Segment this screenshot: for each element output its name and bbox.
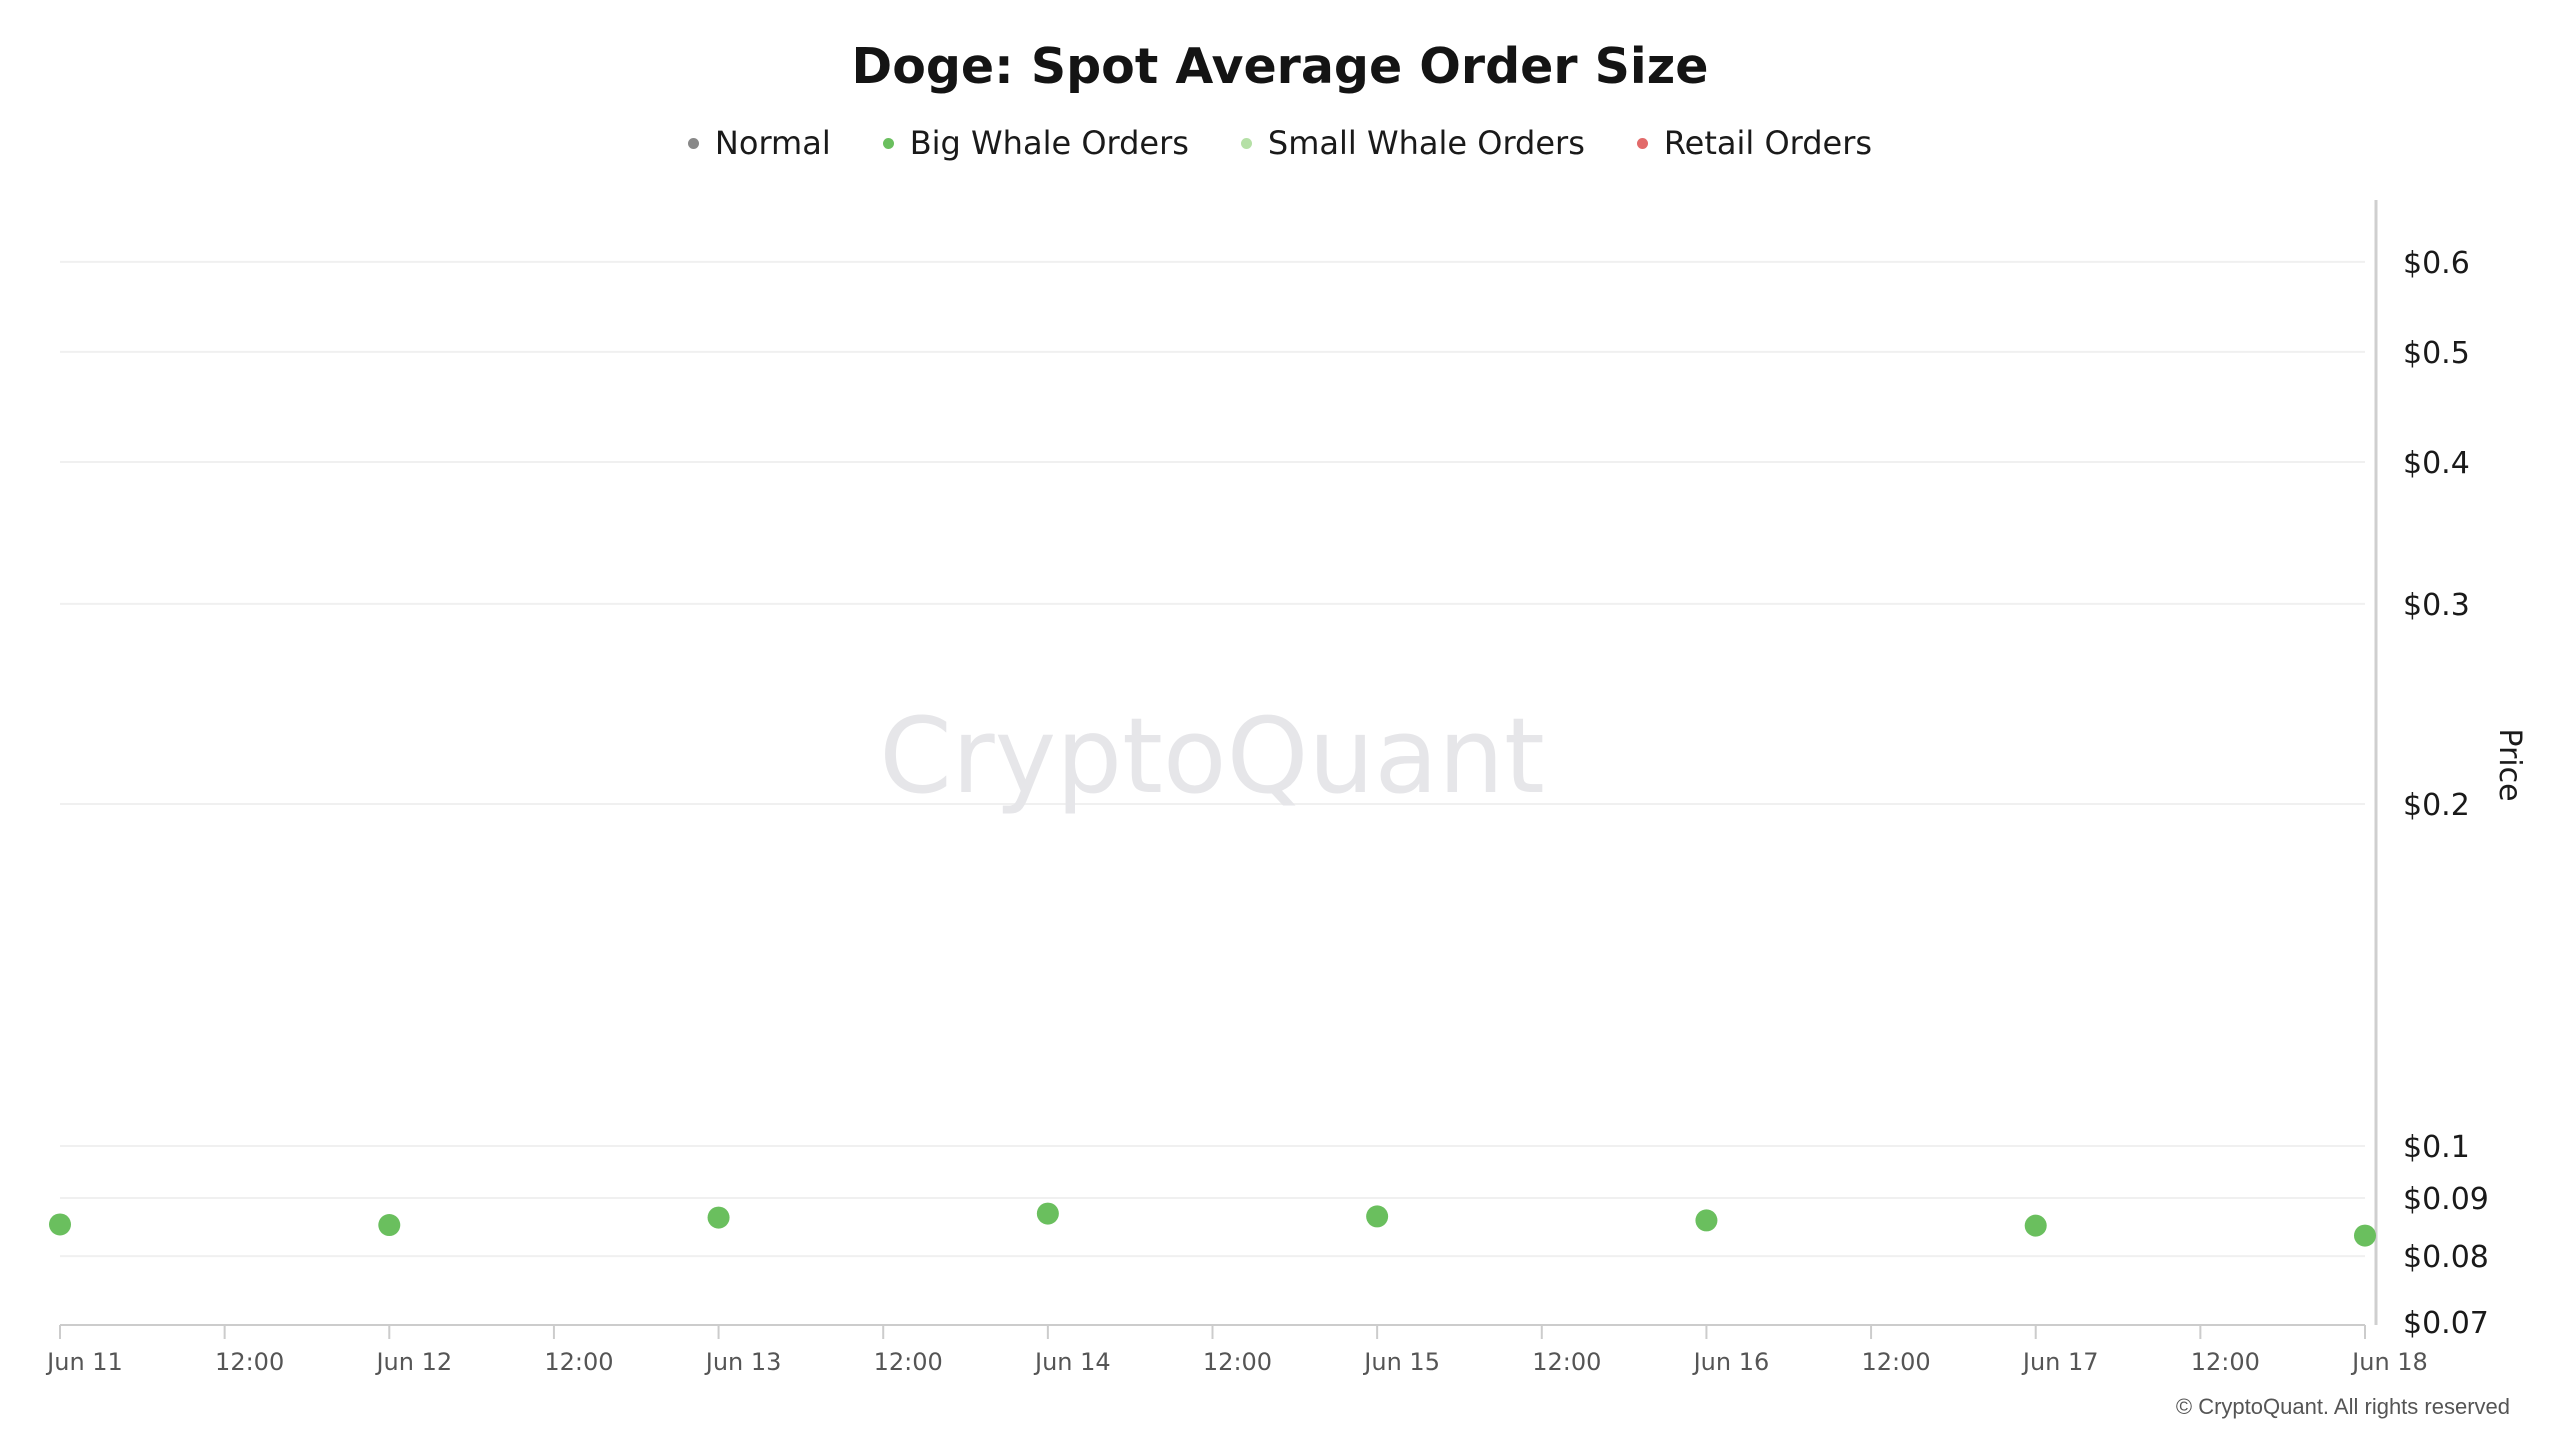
x-tick-label: Jun 14 bbox=[1033, 1348, 1111, 1376]
x-tick-label: 12:00 bbox=[544, 1348, 613, 1376]
y-tick-label: $0.08 bbox=[2403, 1240, 2489, 1275]
x-tick-label: Jun 16 bbox=[1692, 1348, 1770, 1376]
legend-dot-small-whale-orders bbox=[1240, 137, 1252, 149]
x-tick-label: 12:00 bbox=[1532, 1348, 1601, 1376]
y-tick-label: $0.2 bbox=[2403, 788, 2470, 823]
legend-item-big-whale-orders[interactable]: Big Whale Orders bbox=[882, 124, 1189, 162]
x-tick-label: 12:00 bbox=[215, 1348, 284, 1376]
legend-label-retail-orders: Retail Orders bbox=[1663, 124, 1873, 162]
legend-item-retail-orders[interactable]: Retail Orders bbox=[1636, 124, 1873, 162]
y-tick-label: $0.5 bbox=[2403, 336, 2470, 371]
x-tick-label: Jun 18 bbox=[2350, 1348, 2428, 1376]
grid-layer bbox=[60, 260, 2365, 1258]
x-tick-label: 12:00 bbox=[1203, 1348, 1272, 1376]
legend-label-big-whale-orders: Big Whale Orders bbox=[909, 124, 1189, 162]
x-tick-label: 12:00 bbox=[1861, 1348, 1930, 1376]
data-point-big-whale-orders[interactable] bbox=[2024, 1214, 2047, 1237]
y-tick-label: $0.6 bbox=[2403, 246, 2470, 281]
data-point-big-whale-orders[interactable] bbox=[2354, 1224, 2376, 1247]
y-tick-label: $0.4 bbox=[2403, 446, 2470, 481]
y-tick-label: $0.1 bbox=[2403, 1130, 2470, 1165]
chart-title: Doge: Spot Average Order Size bbox=[851, 38, 1709, 95]
legend-dot-big-whale-orders bbox=[882, 137, 894, 149]
x-tick-label: Jun 15 bbox=[1362, 1348, 1440, 1376]
legend-item-normal[interactable]: Normal bbox=[687, 124, 831, 162]
y-axis-title: Price bbox=[2492, 728, 2527, 801]
legend-dot-retail-orders bbox=[1636, 137, 1648, 149]
x-tick-label: 12:00 bbox=[874, 1348, 943, 1376]
watermark-logo: CryptoQuant bbox=[879, 695, 1545, 817]
legend-dot-normal bbox=[687, 137, 699, 149]
copyright-text: © CryptoQuant. All rights reserved bbox=[2175, 1394, 2510, 1419]
data-point-big-whale-orders[interactable] bbox=[378, 1214, 401, 1237]
data-point-big-whale-orders[interactable] bbox=[1036, 1202, 1059, 1225]
y-tick-label: $0.07 bbox=[2403, 1306, 2489, 1341]
data-point-big-whale-orders[interactable] bbox=[1366, 1205, 1389, 1228]
legend-label-small-whale-orders: Small Whale Orders bbox=[1267, 124, 1585, 162]
x-tick-label: 12:00 bbox=[2191, 1348, 2260, 1376]
points-layer bbox=[49, 1202, 2376, 1247]
axis-layer: $0.07 $0.08 $0.09 $0.1 $0.2 $0.3 $0.4 $0.5 $0.6 J… bbox=[45, 200, 2489, 1376]
legend-label-normal: Normal bbox=[714, 124, 831, 162]
legend: Normal Big Whale Orders Small Whale Orde… bbox=[0, 124, 2560, 162]
x-tick-label: Jun 11 bbox=[45, 1348, 123, 1376]
y-tick-label: $0.3 bbox=[2403, 588, 2470, 623]
y-tick-label: $0.09 bbox=[2403, 1182, 2489, 1217]
x-tick-label: Jun 13 bbox=[704, 1348, 782, 1376]
data-point-big-whale-orders[interactable] bbox=[707, 1206, 730, 1229]
x-tick-label: Jun 12 bbox=[374, 1348, 452, 1376]
x-tick-label: Jun 17 bbox=[2021, 1348, 2099, 1376]
data-point-big-whale-orders[interactable] bbox=[1695, 1209, 1718, 1232]
data-point-big-whale-orders[interactable] bbox=[49, 1213, 71, 1236]
legend-item-small-whale-orders[interactable]: Small Whale Orders bbox=[1240, 124, 1585, 162]
